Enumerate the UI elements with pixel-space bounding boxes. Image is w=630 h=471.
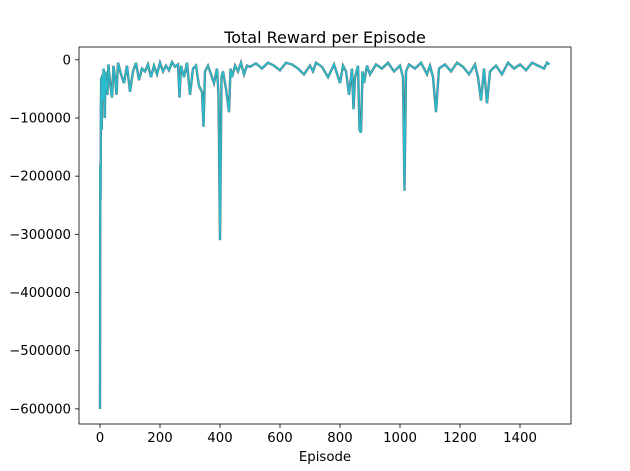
- series-0-line: [99, 59, 550, 409]
- x-tick-label: 1400: [503, 431, 537, 446]
- chart-title: Total Reward per Episode: [223, 28, 426, 47]
- x-tick-label: 0: [96, 431, 104, 446]
- y-tick-label: −100000: [9, 111, 71, 126]
- x-tick-label: 200: [147, 431, 172, 446]
- series-0-shadow-line: [98, 58, 551, 409]
- x-tick-label: 1200: [443, 431, 477, 446]
- x-axis-label: Episode: [299, 450, 351, 465]
- series-layer: [98, 58, 551, 409]
- y-tick-label: −500000: [9, 344, 71, 359]
- x-tick-label: 400: [207, 431, 232, 446]
- y-tick-label: −600000: [9, 402, 71, 417]
- y-tick-label: −400000: [9, 286, 71, 301]
- x-axis: 0 200 400 600 800 1000 1200 1400: [96, 424, 537, 446]
- y-tick-label: −300000: [9, 228, 71, 243]
- x-tick-label: 600: [267, 431, 292, 446]
- plot-frame: [78, 46, 572, 425]
- y-tick-label: −200000: [9, 170, 71, 185]
- x-tick-label: 800: [327, 431, 352, 446]
- x-tick-label: 1000: [383, 431, 417, 446]
- y-axis: 0 −100000 −200000 −300000 −400000 −500000 −600…: [9, 53, 79, 417]
- y-tick-label: 0: [63, 53, 71, 68]
